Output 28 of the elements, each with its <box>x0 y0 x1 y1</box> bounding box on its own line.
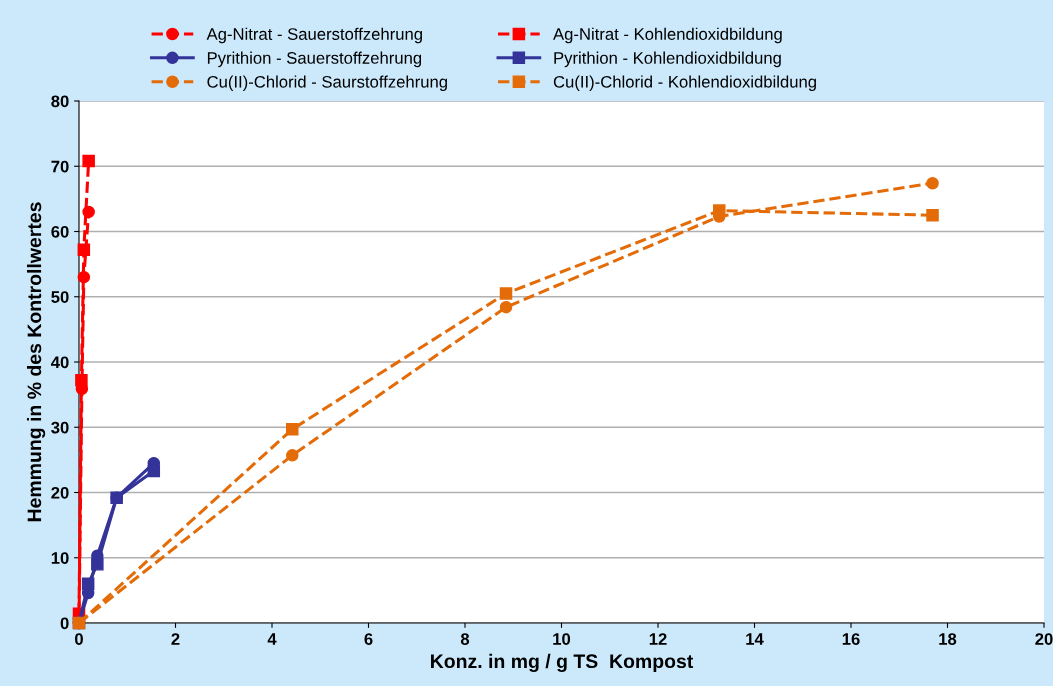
legend-label: Ag-Nitrat - Sauerstoffzehrung <box>206 27 422 44</box>
legend-label: Pyrithion - Kohlendioxidbildung <box>554 51 781 68</box>
x-tick-label: 18 <box>939 633 957 645</box>
y-tick-label: 30 <box>51 421 69 434</box>
x-tick-label: 4 <box>267 633 277 645</box>
x-tick-label: 8 <box>460 633 470 645</box>
x-tick-label: 14 <box>746 633 764 645</box>
x-tick-label: 20 <box>1035 633 1053 645</box>
y-tick-label: 80 <box>51 95 69 108</box>
y-tick-label: 70 <box>51 160 69 173</box>
legend-label: Cu(II)-Chlorid - Kohlendioxidbildung <box>553 75 816 91</box>
x-tick-label: 10 <box>553 633 571 645</box>
y-tick-label: 20 <box>51 486 69 499</box>
x-tick-label: 6 <box>364 633 373 645</box>
legend-label: Pyrithion - Sauerstoffzehrung <box>207 51 422 68</box>
y-tick-label: 10 <box>51 552 69 564</box>
legend-label: Ag-Nitrat - Kohlendioxidbildung <box>553 27 782 44</box>
y-tick-label: 0 <box>60 617 69 630</box>
legend-label: Cu(II)-Chlorid - Saurstoffzehrung <box>207 75 447 91</box>
y-tick-label: 60 <box>51 225 69 238</box>
x-tick-label: 16 <box>842 633 860 645</box>
x-tick-label: 12 <box>649 633 667 645</box>
y-tick-label: 50 <box>51 291 69 303</box>
x-tick-label: 0 <box>75 633 83 645</box>
x-tick-label: 2 <box>171 633 180 645</box>
y-tick-label: 40 <box>50 356 69 369</box>
y-axis-title: Hemmung in % des Kontrollwertes <box>26 202 46 522</box>
x-axis-title: Konz. in mg / g TS Kompost <box>431 653 694 673</box>
